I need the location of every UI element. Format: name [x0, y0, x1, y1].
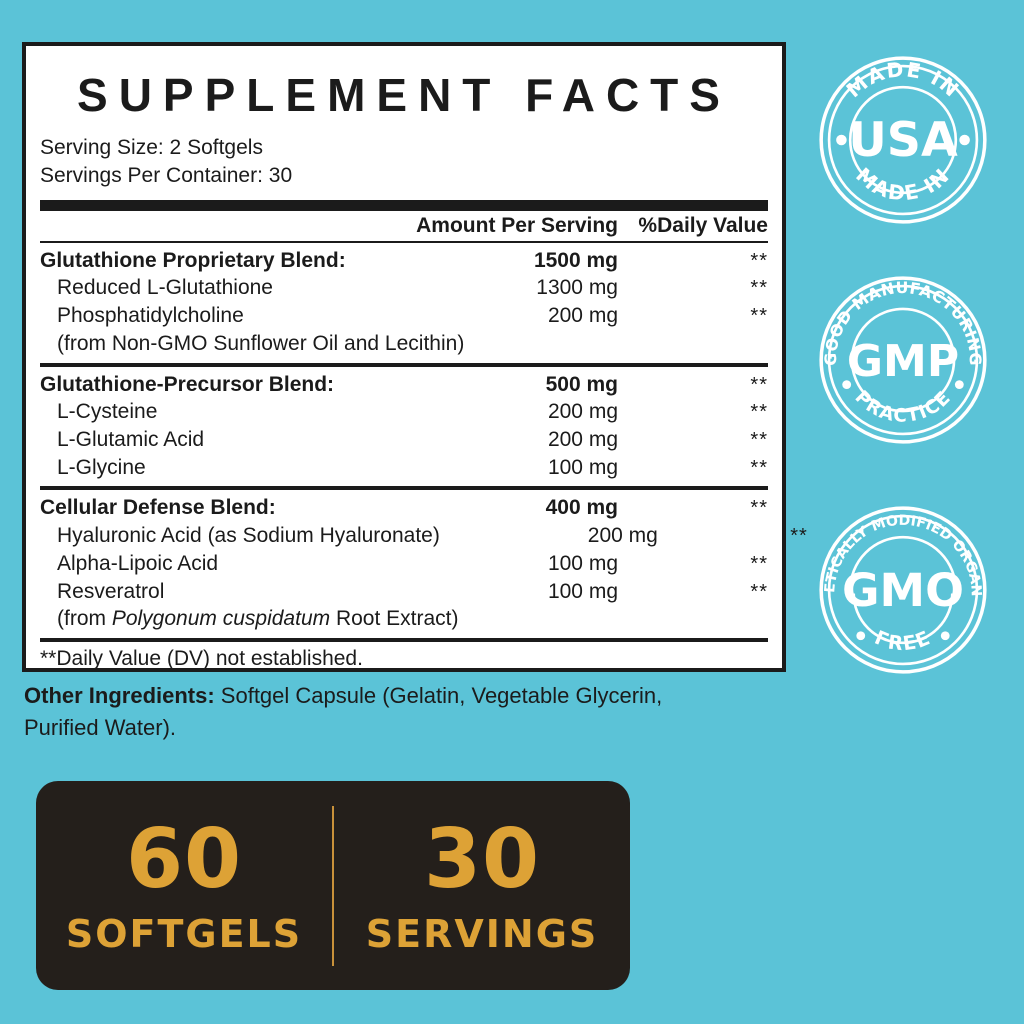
ingredient-amount: 200 mg — [587, 524, 658, 548]
ingredient-amount: 100 mg — [547, 551, 618, 575]
ingredient-daily-value: ** — [750, 580, 768, 603]
serving-info: Serving Size: 2 Softgels Servings Per Co… — [40, 134, 768, 191]
ingredient-row: Alpha-Lipoic Acid 100 mg ** — [40, 550, 768, 578]
ingredient-sections: Glutathione Proprietary Blend: 1500 mg ** R… — [40, 243, 807, 638]
ingredient-row: Resveratrol 100 mg ** — [40, 578, 768, 606]
ingredient-name: Phosphatidylcholine — [57, 304, 244, 328]
ingredient-amount: 1500 mg — [533, 248, 618, 272]
ingredient-row: Cellular Defense Blend: 400 mg ** — [40, 494, 768, 522]
ingredient-daily-value: ** — [750, 249, 768, 272]
svg-text:GMO: GMO — [842, 564, 964, 617]
ingredient-daily-value: ** — [750, 373, 768, 396]
ingredient-daily-value: ** — [790, 525, 808, 548]
banner-divider — [332, 805, 334, 966]
daily-value-footnote: **Daily Value (DV) not established. — [40, 647, 363, 671]
page-title: SUPPLEMENT FACTS — [77, 69, 731, 121]
ingredient-row: L-Glutamic Acid 200 mg ** — [40, 426, 768, 454]
ingredient-name: (from Polygonum cuspidatum Root Extract) — [57, 607, 459, 631]
ingredient-amount: 100 mg — [547, 455, 618, 479]
ingredient-row: Glutathione-Precursor Blend: 500 mg ** — [40, 371, 768, 399]
ingredient-amount: 400 mg — [545, 496, 618, 520]
ingredient-daily-value: ** — [750, 429, 768, 451]
ingredient-amount: 200 mg — [547, 400, 618, 424]
softgels-count: 60 SOFTGELS — [36, 811, 332, 956]
ingredient-name: L-Cysteine — [57, 400, 158, 424]
made-in-usa-badge-icon: MADE IN MADE IN USA — [815, 52, 991, 228]
other-ingredients-label: Other Ingredients: — [24, 683, 215, 708]
ingredient-section: Glutathione-Precursor Blend: 500 mg ** L-Cy… — [40, 367, 768, 487]
divider-above-footnote — [40, 638, 768, 643]
svg-text:FREE: FREE — [871, 626, 934, 656]
ingredient-name: Resveratrol — [57, 579, 165, 603]
divider-under-headers — [40, 240, 768, 243]
ingredient-row: L-Glycine 100 mg ** — [40, 454, 768, 482]
column-headers: Amount Per Serving %Daily Value — [40, 211, 768, 241]
ingredient-section: Glutathione Proprietary Blend: 1500 mg ** R… — [40, 243, 768, 363]
ingredient-name: L-Glycine — [57, 455, 146, 479]
ingredient-daily-value: ** — [750, 305, 768, 328]
section-divider — [40, 362, 768, 367]
other-ingredients-text: Softgel Capsule (Gelatin, Vegetable Glyc… — [24, 683, 663, 740]
ingredient-row: (from Polygonum cuspidatum Root Extract) — [40, 605, 768, 633]
ingredient-daily-value: ** — [750, 456, 768, 479]
ingredient-name: Glutathione-Precursor Blend: — [40, 372, 335, 396]
svg-text:PRACTICE: PRACTICE — [851, 387, 956, 427]
ingredient-row: (from Non-GMO Sunflower Oil and Lecithin… — [40, 330, 768, 358]
ingredient-amount: 500 mg — [545, 372, 618, 396]
ingredient-daily-value: ** — [750, 497, 768, 520]
softgels-number: 60 — [125, 811, 243, 907]
ingredient-daily-value: ** — [750, 277, 768, 300]
ingredient-amount: 1300 mg — [536, 276, 618, 300]
servings-count: 30 SERVINGS — [334, 811, 630, 956]
ingredient-daily-value: ** — [750, 401, 768, 424]
ingredient-name: L-Glutamic Acid — [57, 428, 205, 451]
ingredient-row: L-Cysteine 200 mg ** — [40, 398, 768, 426]
softgels-label: SOFTGELS — [65, 911, 303, 956]
servings-label: SERVINGS — [365, 911, 599, 956]
svg-text:MADE IN: MADE IN — [842, 57, 965, 102]
column-header-amount: Amount Per Serving — [416, 213, 618, 237]
gmo-free-badge-icon: GENETICALLY MODIFIED ORGANISM FREE GMO — [815, 502, 991, 678]
other-ingredients: Other Ingredients: Softgel Capsule (Gela… — [24, 680, 664, 744]
ingredient-amount: 100 mg — [547, 579, 618, 603]
ingredient-name: Alpha-Lipoic Acid — [57, 551, 219, 575]
servings-per-container: Servings Per Container: 30 — [40, 164, 293, 188]
section-divider — [40, 486, 768, 491]
ingredient-section: Cellular Defense Blend: 400 mg ** Hyaluroni… — [40, 490, 807, 638]
ingredient-row: Hyaluronic Acid (as Sodium Hyaluronate) 2… — [40, 522, 807, 550]
ingredient-daily-value: ** — [750, 552, 768, 575]
ingredient-name: (from Non-GMO Sunflower Oil and Lecithin… — [57, 331, 465, 355]
ingredient-row: Glutathione Proprietary Blend: 1500 mg ** — [40, 247, 768, 275]
svg-text:USA: USA — [848, 113, 958, 168]
servings-number: 30 — [423, 811, 541, 907]
column-header-daily-value: %Daily Value — [638, 213, 768, 237]
ingredient-row: Reduced L-Glutathione 1300 mg ** — [40, 274, 768, 302]
serving-size: Serving Size: 2 Softgels — [40, 136, 263, 159]
gmp-badge-icon: GOOD MANUFACTURING PRACTICE GMP — [815, 272, 991, 448]
ingredient-name: Cellular Defense Blend: — [40, 496, 276, 520]
divider-thick-top — [40, 199, 768, 211]
ingredient-row: Phosphatidylcholine 200 mg ** — [40, 302, 768, 330]
ingredient-amount: 200 mg — [547, 304, 618, 328]
svg-text:MADE IN: MADE IN — [851, 163, 955, 206]
ingredient-amount: 200 mg — [547, 428, 618, 451]
count-banner: 60 SOFTGELS 30 SERVINGS — [36, 781, 630, 990]
supplement-facts-panel: SUPPLEMENT FACTS Serving Size: 2 Softgel… — [22, 42, 807, 672]
ingredient-name: Glutathione Proprietary Blend: — [40, 248, 346, 272]
ingredient-name: Reduced L-Glutathione — [57, 276, 273, 300]
ingredient-latin-name: Polygonum cuspidatum — [111, 607, 331, 631]
svg-text:GMP: GMP — [847, 336, 959, 387]
ingredient-name: Hyaluronic Acid (as Sodium Hyaluronate) — [57, 524, 440, 548]
